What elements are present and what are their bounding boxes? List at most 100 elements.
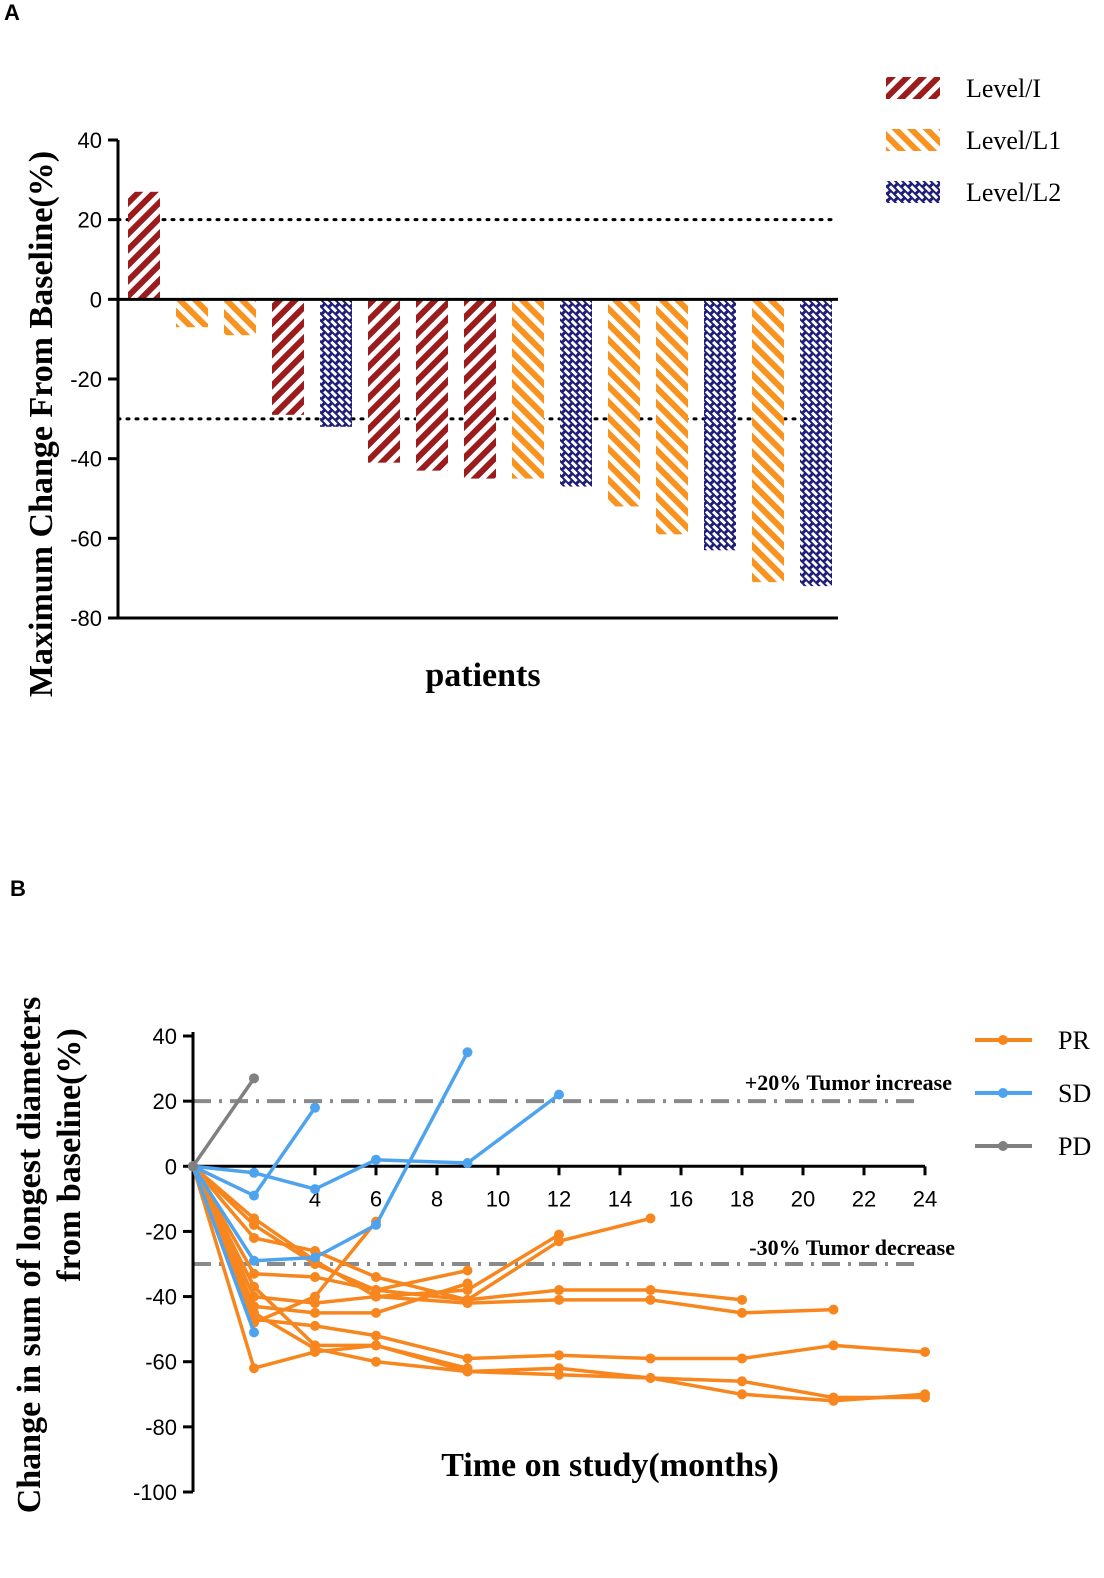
data-point	[371, 1291, 381, 1302]
series-line-pr	[191, 1165, 926, 1403]
y-tick-label: -20	[145, 1219, 177, 1244]
legend-swatch	[886, 129, 940, 151]
data-point	[828, 1304, 839, 1315]
legend-label: PR	[1058, 1026, 1090, 1055]
data-point	[310, 1307, 320, 1318]
x-tick-label: 24	[913, 1186, 937, 1211]
data-point	[371, 1154, 381, 1165]
data-point	[249, 1190, 259, 1201]
data-point	[249, 1363, 259, 1374]
data-point	[310, 1272, 320, 1283]
data-point	[249, 1167, 259, 1178]
series-line-pr	[191, 1165, 743, 1302]
data-point	[737, 1294, 747, 1305]
data-point	[645, 1285, 656, 1296]
data-point	[310, 1102, 320, 1113]
data-point	[310, 1252, 320, 1263]
x-tick-label: 6	[370, 1186, 382, 1211]
legend-swatch	[886, 77, 940, 99]
legend-marker	[998, 1141, 1008, 1151]
data-point	[462, 1158, 473, 1169]
data-point	[828, 1395, 839, 1406]
data-point	[554, 1294, 564, 1305]
bar	[464, 299, 496, 479]
y-tick-label: -80	[145, 1415, 177, 1440]
legend-swatch	[886, 181, 940, 203]
x-tick-label: 20	[791, 1186, 815, 1211]
legend-label: PD	[1058, 1132, 1091, 1161]
chart-a-ylabel: Maximum Change From Baseline(%)	[23, 151, 60, 697]
y-tick-label: 20	[153, 1089, 177, 1114]
chart-b-ylabel-line2: from baseline(%)	[51, 1028, 88, 1281]
x-tick-label: 18	[730, 1186, 754, 1211]
data-point	[249, 1327, 259, 1338]
x-tick-label: 10	[486, 1186, 510, 1211]
y-tick-label: -20	[70, 367, 102, 392]
data-point	[920, 1389, 930, 1400]
legend-label: Level/I	[966, 74, 1041, 103]
y-tick-label: -60	[145, 1350, 177, 1375]
x-tick-label: 8	[431, 1186, 443, 1211]
data-point	[920, 1346, 930, 1357]
data-point	[249, 1281, 259, 1292]
ref-line-label-decrease: -30% Tumor decrease	[749, 1235, 955, 1260]
data-point	[554, 1236, 564, 1247]
x-tick-label: 16	[669, 1186, 693, 1211]
data-point	[249, 1307, 259, 1318]
y-tick-label: -60	[70, 526, 102, 551]
series-line-sd	[191, 1051, 470, 1263]
y-tick-label: -40	[70, 447, 102, 472]
bar	[752, 299, 784, 583]
y-tick-label: -40	[145, 1285, 177, 1310]
series-line-pr	[191, 1165, 926, 1361]
data-point	[645, 1373, 656, 1383]
legend-marker	[998, 1088, 1008, 1098]
legend-label: Level/L2	[966, 178, 1061, 207]
data-point	[249, 1291, 259, 1302]
legend-label: Level/L1	[966, 126, 1061, 155]
data-point	[645, 1213, 656, 1224]
bar	[656, 299, 688, 535]
y-tick-label: 40	[78, 128, 102, 153]
data-point	[737, 1376, 747, 1387]
x-tick-label: 12	[547, 1186, 571, 1211]
bar	[800, 299, 832, 587]
series-line-pr	[191, 1165, 925, 1400]
ref-line-label-increase: +20% Tumor increase	[745, 1070, 953, 1095]
data-point	[310, 1298, 320, 1309]
bar	[512, 299, 544, 479]
bar	[704, 299, 736, 551]
y-tick-label: -100	[133, 1480, 177, 1505]
data-point	[462, 1298, 473, 1309]
data-point	[371, 1272, 381, 1283]
data-point	[249, 1213, 259, 1224]
x-tick-label: 22	[852, 1186, 876, 1211]
y-tick-label: 40	[153, 1024, 177, 1049]
legend-marker	[998, 1035, 1008, 1045]
y-tick-label: 20	[78, 208, 102, 233]
series-line-pd	[191, 1077, 256, 1168]
y-tick-label: -80	[70, 606, 102, 631]
y-tick-label: 0	[90, 287, 102, 312]
bar	[320, 299, 352, 427]
data-point	[462, 1265, 473, 1276]
data-point	[645, 1294, 656, 1305]
data-point	[462, 1366, 473, 1377]
data-point	[737, 1353, 747, 1364]
data-point	[645, 1353, 656, 1364]
chart-a: 40 20 0 -20 -40 -60 -80 Maximum Change From Ba…	[23, 74, 1061, 697]
data-point	[310, 1320, 320, 1331]
data-point	[554, 1350, 564, 1361]
bar	[368, 299, 400, 463]
data-point	[554, 1089, 564, 1100]
series-line-sd	[191, 1165, 256, 1334]
data-point	[249, 1073, 259, 1084]
data-point	[249, 1268, 259, 1279]
y-tick-label: 0	[165, 1154, 177, 1179]
data-point	[462, 1285, 473, 1296]
data-point	[554, 1285, 564, 1296]
bar	[272, 299, 304, 415]
data-point	[249, 1232, 259, 1243]
x-tick-label: 14	[608, 1186, 632, 1211]
